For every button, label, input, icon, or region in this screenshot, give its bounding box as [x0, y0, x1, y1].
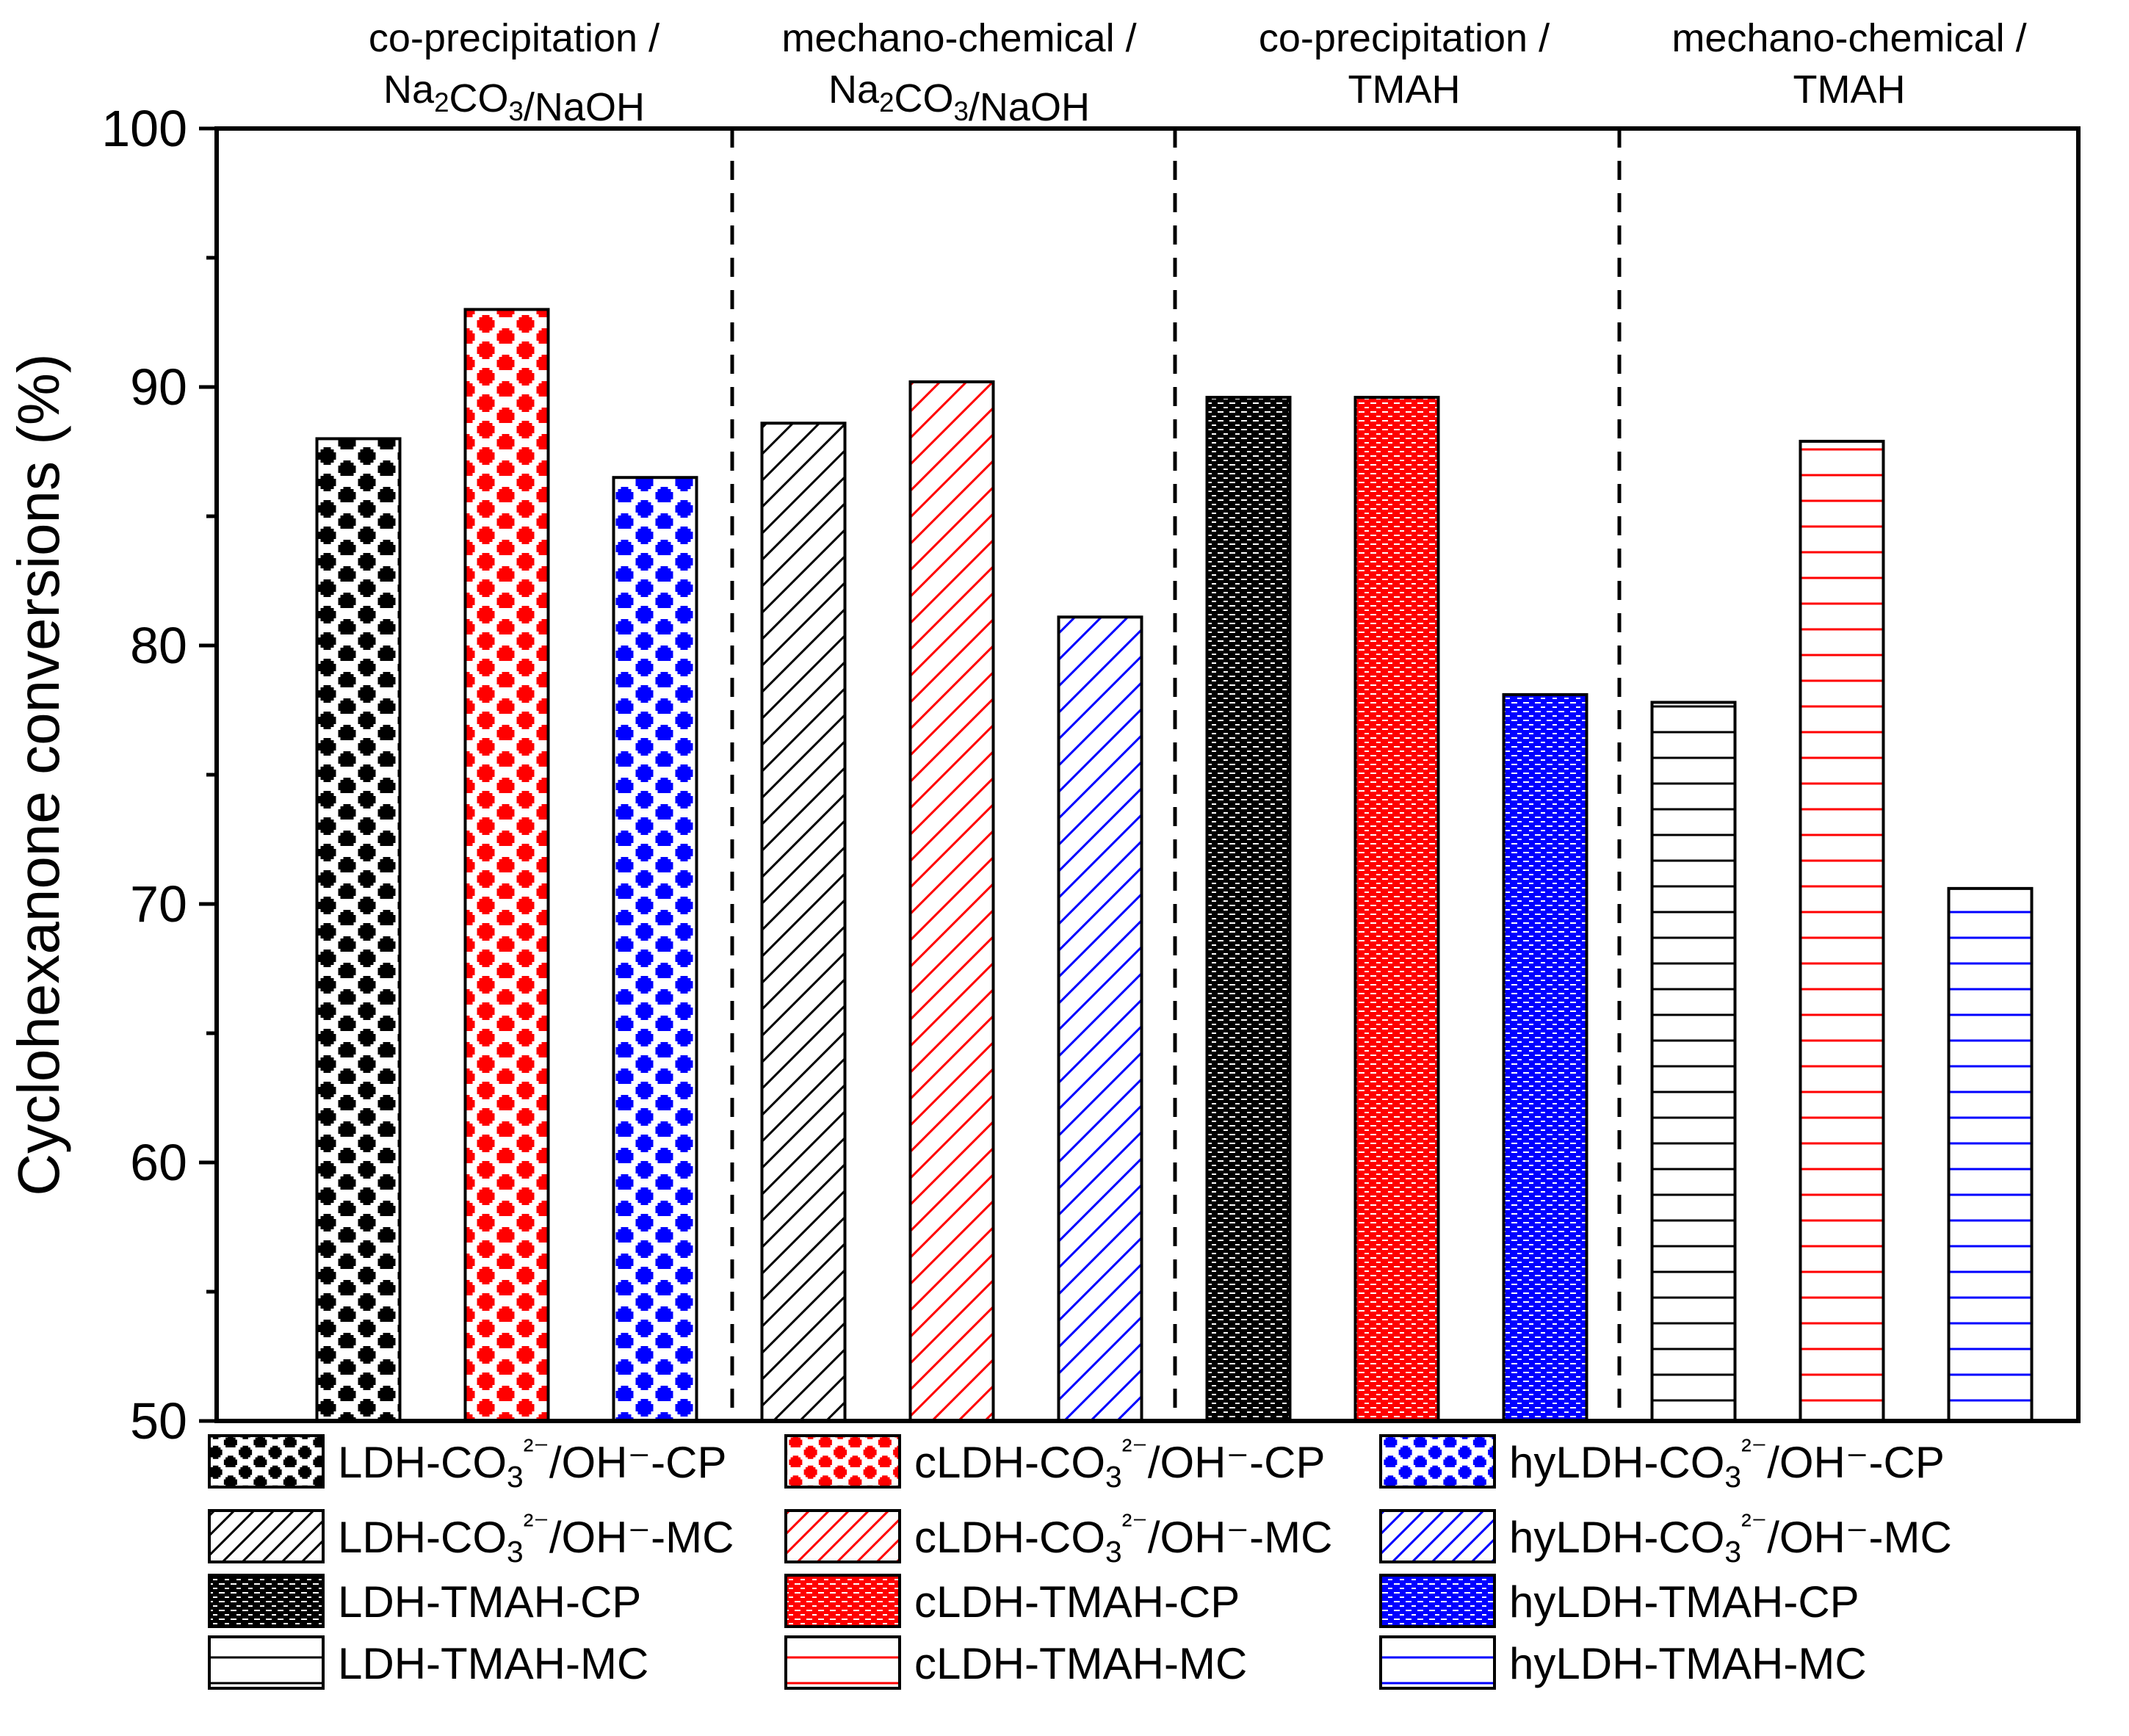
- y-tick-label: 100: [101, 100, 187, 157]
- y-axis: 50 60 70 80 90 100: [101, 100, 217, 1450]
- group-label: co-precipitation /: [369, 16, 659, 60]
- group-label: co-precipitation /: [1259, 16, 1550, 60]
- legend-label: LDH-CO3²⁻/OH⁻-CP: [338, 1433, 727, 1494]
- bar: [1502, 692, 1588, 1422]
- bar: [1205, 396, 1292, 1423]
- y-tick-label: 60: [130, 1134, 187, 1191]
- legend-swatch: [1379, 1434, 1496, 1489]
- group-label: TMAH: [1348, 68, 1461, 112]
- legend-swatch: [784, 1635, 901, 1690]
- legend-swatch: [784, 1509, 901, 1563]
- group-labels: co-precipitation / Na2CO3/NaOH mechano-che…: [369, 16, 2027, 129]
- legend-label: cLDH-CO3²⁻/OH⁻-CP: [914, 1433, 1326, 1494]
- legend-label: cLDH-TMAH-CP: [914, 1577, 1240, 1627]
- legend-label: LDH-CO3²⁻/OH⁻-MC: [338, 1508, 734, 1569]
- legend-label: cLDH-TMAH-MC: [914, 1639, 1247, 1688]
- y-axis-label: Cyclohexanone conversions (%): [6, 353, 71, 1196]
- legend-swatch: [784, 1574, 901, 1628]
- bar: [1057, 615, 1143, 1422]
- legend-swatch: [1379, 1635, 1496, 1690]
- legend-label: hyLDH-CO3²⁻/OH⁻-CP: [1509, 1433, 1945, 1494]
- bar: [612, 476, 698, 1423]
- legend-label: LDH-TMAH-MC: [338, 1639, 648, 1688]
- legend-swatch: [1379, 1574, 1496, 1628]
- group-label: TMAH: [1793, 68, 1906, 112]
- legend-swatch: [1379, 1509, 1496, 1563]
- group-label: Na2CO3/NaOH: [383, 68, 645, 129]
- y-tick-label: 80: [130, 617, 187, 674]
- group-label: mechano-chemical /: [1671, 16, 2026, 60]
- legend-label: hyLDH-CO3²⁻/OH⁻-MC: [1509, 1508, 1952, 1569]
- group-label: Na2CO3/NaOH: [828, 68, 1090, 129]
- legend-label: LDH-TMAH-CP: [338, 1577, 641, 1627]
- legend-swatch: [208, 1434, 325, 1489]
- legend-swatch: [208, 1509, 325, 1563]
- y-tick-label: 50: [130, 1392, 187, 1450]
- bar: [1650, 701, 1737, 1422]
- legend-label: hyLDH-TMAH-MC: [1509, 1639, 1867, 1688]
- bars: [315, 308, 2034, 1423]
- bar: [908, 380, 995, 1423]
- legend: LDH-CO3²⁻/OH⁻-CP cLDH-CO3²⁻/OH⁻-CP hyLDH-C…: [208, 1433, 1952, 1690]
- bar: [760, 422, 847, 1422]
- bar: [1947, 886, 2034, 1422]
- y-tick-label: 90: [130, 358, 187, 416]
- bar: [1799, 439, 1885, 1422]
- legend-swatch: [208, 1635, 325, 1690]
- bar: [1353, 396, 1440, 1423]
- legend-swatch: [208, 1574, 325, 1628]
- legend-swatch: [784, 1434, 901, 1489]
- group-separators: [730, 129, 1622, 1421]
- group-label: mechano-chemical /: [781, 16, 1136, 60]
- bar: [315, 437, 402, 1422]
- legend-label: hyLDH-TMAH-CP: [1509, 1577, 1859, 1627]
- bar: [463, 308, 550, 1422]
- y-tick-label: 70: [130, 875, 187, 933]
- legend-label: cLDH-CO3²⁻/OH⁻-MC: [914, 1508, 1332, 1569]
